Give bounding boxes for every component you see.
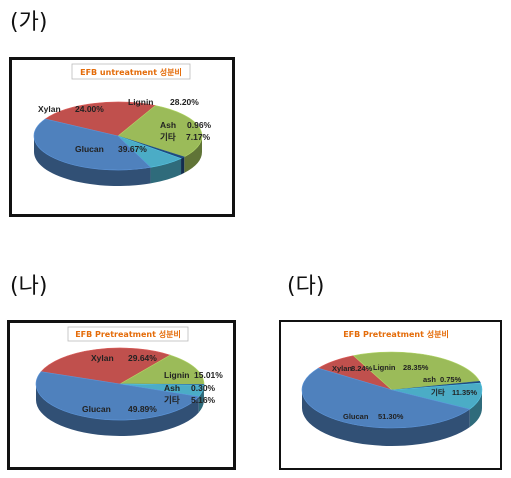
pie-slice-lignin bbox=[352, 351, 481, 391]
pie-side-glucan bbox=[36, 384, 199, 436]
pie-slice-glucan bbox=[33, 118, 152, 171]
slice-name-lignin: Lignin bbox=[128, 97, 154, 107]
slice-name-gita: 기타 bbox=[431, 387, 445, 397]
pie-slice-xylan bbox=[44, 101, 157, 137]
slice-value-glucan: 51.30% bbox=[378, 412, 404, 421]
pie-slice-lignin bbox=[118, 354, 205, 385]
slice-value-lignin: 28.20% bbox=[170, 97, 199, 107]
slice-value-ash: 0.30% bbox=[191, 383, 216, 393]
pie-side-gita bbox=[150, 158, 182, 184]
slice-value-xylan: 24.00% bbox=[75, 104, 104, 114]
slice-name-lignin: Lignin bbox=[164, 370, 190, 380]
slice-value-gita: 5.16% bbox=[191, 395, 216, 405]
pie-slice-lignin bbox=[117, 105, 203, 158]
slice-value-lignin: 28.35% bbox=[403, 363, 429, 372]
slice-name-glucan: Glucan bbox=[75, 144, 104, 154]
pie-side-gita bbox=[469, 390, 482, 428]
pie-side-ash bbox=[181, 156, 185, 175]
pie-slice-glucan bbox=[35, 371, 200, 421]
slice-value-glucan: 39.67% bbox=[118, 144, 147, 154]
chart-title-box bbox=[67, 326, 189, 342]
chart-title: EFB Pretreatment 성분비 bbox=[343, 329, 449, 339]
pie-side-gita bbox=[198, 385, 204, 413]
panel-label-da: (다) bbox=[287, 274, 325, 299]
chart-title: EFB Pretreatment 성분비 bbox=[75, 329, 181, 339]
chart-title-box bbox=[71, 63, 191, 80]
pie-side-glucan bbox=[34, 136, 151, 187]
pie-slice-xylan bbox=[40, 347, 171, 385]
slice-value-gita: 7.17% bbox=[186, 132, 211, 142]
pie-chart-2: EFB Pretreatment 성분비 Xylan 29.64% Lignin 15.… bbox=[35, 326, 223, 436]
slice-name-xylan: Xylan bbox=[332, 364, 352, 373]
pie-chart-1: EFB untreatment 성분비 Xylan 24.00% Lignin 28.2… bbox=[33, 63, 212, 187]
slice-value-lignin: 15.01% bbox=[194, 370, 223, 380]
slice-name-glucan: Glucan bbox=[343, 412, 369, 421]
slice-value-gita: 11.35% bbox=[452, 388, 477, 397]
slice-value-ash: 0.96% bbox=[187, 120, 212, 130]
pie-side-lignin bbox=[184, 136, 202, 173]
slice-value-xylan: 29.64% bbox=[128, 353, 157, 363]
slice-value-ash: 0.75% bbox=[440, 375, 462, 384]
pie-slice-glucan bbox=[301, 367, 471, 429]
slice-value-glucan: 49.89% bbox=[128, 404, 157, 414]
slice-name-lignin: Lignin bbox=[373, 363, 396, 372]
chart-title: EFB untreatment 성분비 bbox=[80, 67, 182, 77]
panel-label-na: (나) bbox=[10, 274, 48, 299]
slice-name-ash: ash bbox=[423, 375, 436, 384]
pie-side-glucan bbox=[302, 390, 470, 446]
slice-name-gita: 기타 bbox=[164, 395, 180, 405]
slice-name-gita: 기타 bbox=[160, 132, 176, 142]
slice-value-xylan: 8.24% bbox=[351, 364, 373, 373]
slice-name-xylan: Xylan bbox=[38, 104, 61, 114]
slice-name-xylan: Xylan bbox=[91, 353, 114, 363]
panel-label-ga: (가) bbox=[10, 10, 48, 35]
slice-name-glucan: Glucan bbox=[82, 404, 111, 414]
slice-name-ash: Ash bbox=[164, 383, 180, 393]
pie-slice-gita bbox=[391, 382, 483, 410]
slice-name-ash: Ash bbox=[160, 120, 176, 130]
